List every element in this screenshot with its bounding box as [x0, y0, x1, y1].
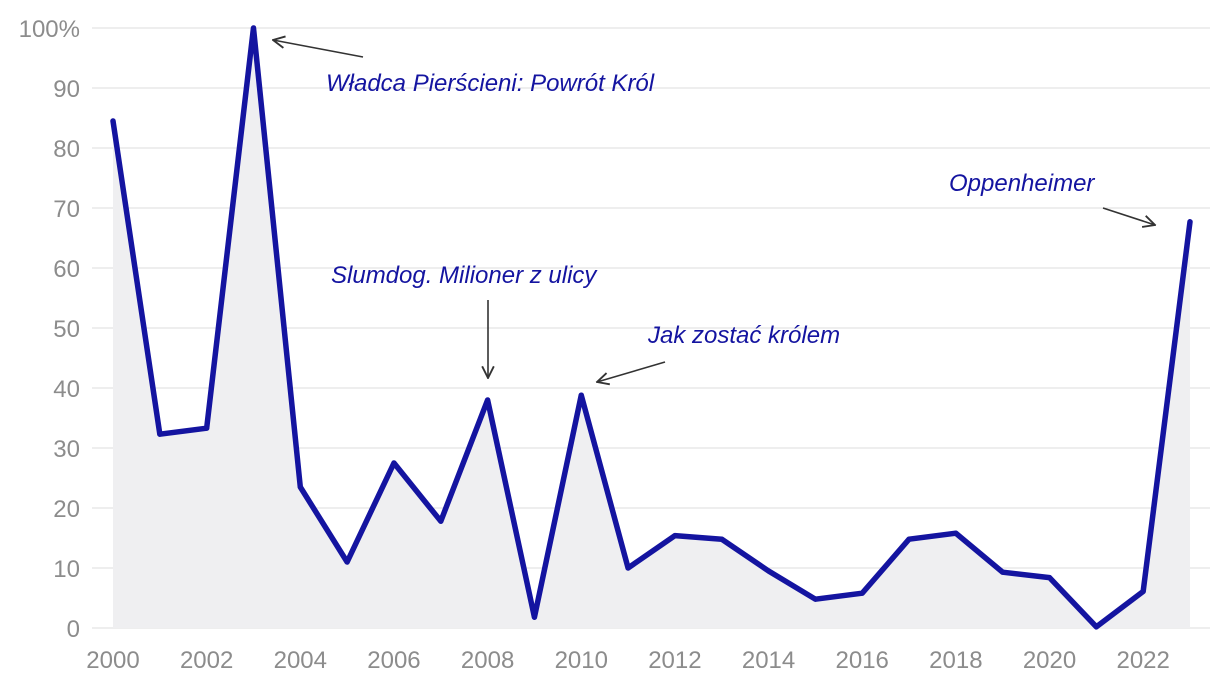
y-tick-label: 90 — [53, 76, 80, 103]
data-point — [250, 25, 256, 31]
data-point — [110, 118, 116, 124]
data-point — [812, 596, 818, 602]
data-point — [906, 536, 912, 542]
data-point — [859, 590, 865, 596]
data-point — [391, 460, 397, 466]
series-line — [110, 25, 1193, 630]
data-point — [485, 397, 491, 403]
y-tick-label: 50 — [53, 316, 80, 343]
data-point — [1047, 575, 1053, 581]
area-shape — [113, 28, 1190, 628]
x-tick-label: 2010 — [555, 647, 608, 674]
data-point — [766, 568, 772, 574]
data-point — [531, 614, 537, 620]
x-axis-ticks: 2000 2002 2004 2006 2008 2010 2012 2014 2016 2018… — [86, 647, 1170, 674]
data-point — [204, 425, 210, 431]
x-tick-label: 2018 — [929, 647, 982, 674]
area-fill — [113, 28, 1190, 628]
y-tick-label: 0 — [67, 616, 80, 643]
data-point — [625, 565, 631, 571]
data-point — [438, 518, 444, 524]
y-tick-label: 40 — [53, 376, 80, 403]
y-tick-label: 70 — [53, 196, 80, 223]
data-point — [953, 530, 959, 536]
x-tick-label: 2016 — [836, 647, 889, 674]
x-tick-label: 2002 — [180, 647, 233, 674]
data-point — [672, 533, 678, 539]
annotation-label: Oppenheimer — [949, 170, 1095, 197]
y-tick-label: 60 — [53, 256, 80, 283]
y-tick-label: 20 — [53, 496, 80, 523]
annotations: Władca Pierścieni: Powrót Król Slumdog. M… — [273, 40, 1155, 382]
annotation-arrow — [1102, 207, 1155, 225]
annotation-arrow — [273, 40, 364, 58]
x-tick-label: 2014 — [742, 647, 795, 674]
data-point — [1187, 219, 1193, 225]
annotation-label: Slumdog. Milioner z ulicy — [331, 262, 598, 289]
x-tick-label: 2006 — [367, 647, 420, 674]
data-point — [157, 431, 163, 437]
y-tick-label: 100% — [19, 16, 80, 43]
data-point — [1140, 588, 1146, 594]
data-point — [719, 536, 725, 542]
annotation-label: Władca Pierścieni: Powrót Król — [326, 70, 655, 97]
data-line — [110, 25, 1193, 630]
data-point — [297, 484, 303, 490]
y-tick-label: 10 — [53, 556, 80, 583]
y-axis-ticks: 0 10 20 30 40 50 60 70 80 90 100% — [19, 16, 80, 643]
data-point — [578, 392, 584, 398]
x-tick-label: 2012 — [648, 647, 701, 674]
x-tick-label: 2022 — [1116, 647, 1169, 674]
x-tick-label: 2000 — [86, 647, 139, 674]
data-point — [344, 559, 350, 565]
data-point — [1093, 624, 1099, 630]
x-tick-label: 2020 — [1023, 647, 1076, 674]
annotation-label: Jak zostać królem — [647, 322, 840, 349]
x-tick-label: 2004 — [274, 647, 327, 674]
annotation-arrow — [597, 361, 666, 382]
y-tick-label: 80 — [53, 136, 80, 163]
data-point — [1000, 569, 1006, 575]
y-tick-label: 30 — [53, 436, 80, 463]
x-tick-label: 2008 — [461, 647, 514, 674]
